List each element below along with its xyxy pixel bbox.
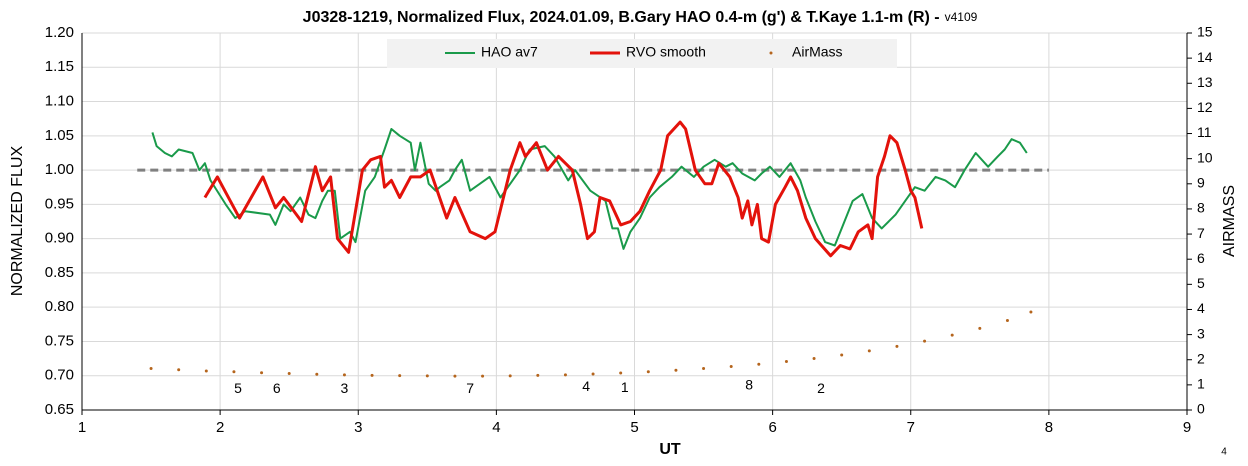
y2-tick-label: 7 <box>1197 225 1205 241</box>
y2-axis-label: AIRMASS <box>1221 185 1238 257</box>
airmass-point <box>1005 319 1009 323</box>
airmass-point <box>149 367 153 371</box>
version: v4109 <box>945 10 978 24</box>
y2-tick-label: 11 <box>1197 124 1212 140</box>
airmass-point <box>895 344 899 348</box>
airmass-point <box>619 371 623 375</box>
airmass-point <box>674 368 678 372</box>
airmass-point <box>232 370 236 374</box>
x-tick-label: 8 <box>1045 419 1053 436</box>
y2-tick-label: 10 <box>1197 149 1213 165</box>
legend-swatch <box>769 51 773 55</box>
y2-tick-label: 12 <box>1197 99 1213 115</box>
y-tick-label: 0.80 <box>45 298 74 315</box>
y2-tick-label: 4 <box>1197 300 1205 316</box>
series-line <box>203 120 924 258</box>
x-tick-label: 7 <box>907 419 915 436</box>
airmass-point <box>757 362 761 366</box>
y-tick-label: 0.95 <box>45 195 74 212</box>
airmass-point <box>867 349 871 353</box>
airmass-point <box>425 374 429 378</box>
airmass-point <box>646 370 650 374</box>
y-tick-label: 0.65 <box>45 401 74 418</box>
y-tick-label: 0.75 <box>45 332 74 349</box>
y2-tick-label: 6 <box>1197 250 1205 266</box>
y2-tick-label: 9 <box>1197 175 1205 191</box>
airmass-point <box>840 353 844 357</box>
y2-tick-label: 3 <box>1197 325 1205 341</box>
annotation: 7 <box>466 380 474 396</box>
chart-title: J0328-1219, Normalized Flux, 2024.01.09,… <box>303 9 940 26</box>
airmass-point <box>1029 310 1033 314</box>
x-tick-label: 2 <box>216 419 224 436</box>
airmass-point <box>784 359 788 363</box>
airmass-point <box>370 373 374 377</box>
airmass-point <box>177 368 181 372</box>
page-number: 4 <box>1221 447 1227 458</box>
y-tick-label: 0.85 <box>45 264 74 281</box>
airmass-point <box>508 374 512 378</box>
airmass-point <box>978 326 982 330</box>
annotation: 5 <box>234 380 242 396</box>
x-tick-label: 3 <box>354 419 362 436</box>
airmass-point <box>453 374 457 378</box>
airmass-point <box>563 373 567 377</box>
x-tick-label: 9 <box>1183 419 1191 436</box>
airmass-point <box>398 374 402 378</box>
x-tick-label: 1 <box>78 419 86 436</box>
legend-label: HAO av7 <box>481 44 538 60</box>
y-tick-label: 1.20 <box>45 24 74 41</box>
airmass-point <box>591 372 595 376</box>
legend-label: AirMass <box>792 44 843 60</box>
airmass-point <box>950 333 954 337</box>
y2-tick-label: 13 <box>1197 74 1213 90</box>
airmass-point <box>481 374 485 378</box>
annotation: 2 <box>817 380 825 396</box>
y2-tick-label: 14 <box>1197 49 1213 65</box>
y-tick-label: 0.70 <box>45 367 74 384</box>
airmass-point <box>204 369 208 373</box>
legend-label: RVO smooth <box>626 44 706 60</box>
y2-tick-label: 8 <box>1197 200 1205 216</box>
annotation: 4 <box>582 378 590 394</box>
annotation: 1 <box>621 379 629 395</box>
y-tick-label: 1.15 <box>45 58 74 75</box>
y-tick-label: 1.00 <box>45 161 74 178</box>
x-tick-label: 6 <box>768 419 776 436</box>
airmass-point <box>923 339 927 343</box>
airmass-point <box>812 356 816 360</box>
y-tick-label: 1.10 <box>45 93 74 110</box>
airmass-point <box>315 372 319 376</box>
x-tick-label: 4 <box>492 419 500 436</box>
y2-tick-label: 15 <box>1197 24 1213 40</box>
annotation: 6 <box>273 380 281 396</box>
y2-tick-label: 1 <box>1197 376 1205 392</box>
x-tick-label: 5 <box>630 419 638 436</box>
y-axis-label: NORMALIZED FLUX <box>9 146 26 297</box>
airmass-point <box>536 373 540 377</box>
airmass-point <box>260 371 264 375</box>
y2-tick-label: 0 <box>1197 401 1205 417</box>
airmass-point <box>287 372 291 376</box>
y2-tick-label: 2 <box>1197 350 1205 366</box>
y-tick-label: 0.90 <box>45 230 74 247</box>
annotation: 8 <box>745 377 753 393</box>
annotation: 3 <box>341 380 349 396</box>
airmass-point <box>729 365 733 369</box>
y-tick-label: 1.05 <box>45 127 74 144</box>
y2-tick-label: 5 <box>1197 275 1205 291</box>
x-axis-label: UT <box>659 441 681 458</box>
series-line <box>151 128 1028 250</box>
airmass-point <box>702 367 706 371</box>
chart-title-line: J0328-1219, Normalized Flux, 2024.01.09,… <box>303 9 978 26</box>
airmass-point <box>342 373 346 377</box>
